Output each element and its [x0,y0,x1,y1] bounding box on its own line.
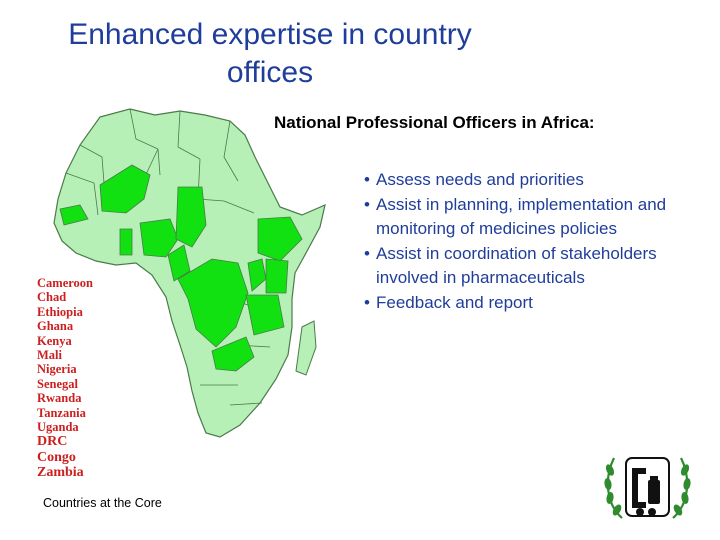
bullet-text: Feedback and report [376,292,533,312]
bullet-marker: • [364,170,370,189]
who-emblem-icon [604,457,691,519]
map-senegal [59,204,89,226]
subtitle: National Professional Officers in Africa… [274,113,595,132]
country-item: Nigeria [37,362,77,377]
country-item: Chad [37,290,67,305]
map-nigeria [139,218,179,258]
title-line-1: Enhanced expertise in country [68,18,472,51]
country-item: Ethiopia [37,304,83,319]
country-item: Congo [37,449,76,465]
title-line-2: offices [226,56,314,89]
madagascar-shape [295,320,317,376]
map-caption: Countries at the Core [43,496,162,510]
country-item: Senegal [37,376,78,391]
country-item: Cameroon [37,276,94,290]
country-item: Rwanda [37,391,82,406]
country-item: Uganda [37,420,79,435]
country-item: DRC [37,434,68,450]
country-item: Zambia [37,465,84,481]
bullet-marker: • [364,292,370,312]
bullet-text: Assist in planning, implementation and m… [376,194,667,239]
map-mali [99,164,151,214]
bullet-item: • Assess needs and priorities [356,168,706,193]
map-cameroon [167,244,191,282]
bullet-marker: • [364,243,370,263]
bullet-text: Assist in coordination of stakeholders i… [376,243,657,288]
bullet-marker: • [364,194,370,214]
map-tanzania [245,294,285,336]
bullet-item: • Feedback and report [356,291,706,316]
map-ghana [119,228,133,256]
africa-map-icon [53,108,326,438]
country-list: Cameroon Chad Ethiopia Ghana Kenya Mali … [37,276,93,481]
bullet-item: • Assist in planning, implementation and … [356,193,706,242]
bullet-text: Assess needs and priorities [376,170,584,189]
country-item: Mali [37,348,62,363]
country-item: Tanzania [37,405,86,420]
map-chad [175,186,207,248]
bullet-item: • Assist in coordination of stakeholders … [356,242,706,291]
highlighted-countries [59,164,303,372]
map-kenya [265,258,289,294]
bullet-list: • Assess needs and priorities • Assist in … [356,168,706,315]
map-ethiopia [257,216,303,262]
map-zambia [211,336,255,372]
country-item: Kenya [37,333,72,348]
slide-title: Enhanced expertise in country offices [30,16,510,92]
map-drc-congo [177,258,249,348]
country-item: Ghana [37,319,74,334]
